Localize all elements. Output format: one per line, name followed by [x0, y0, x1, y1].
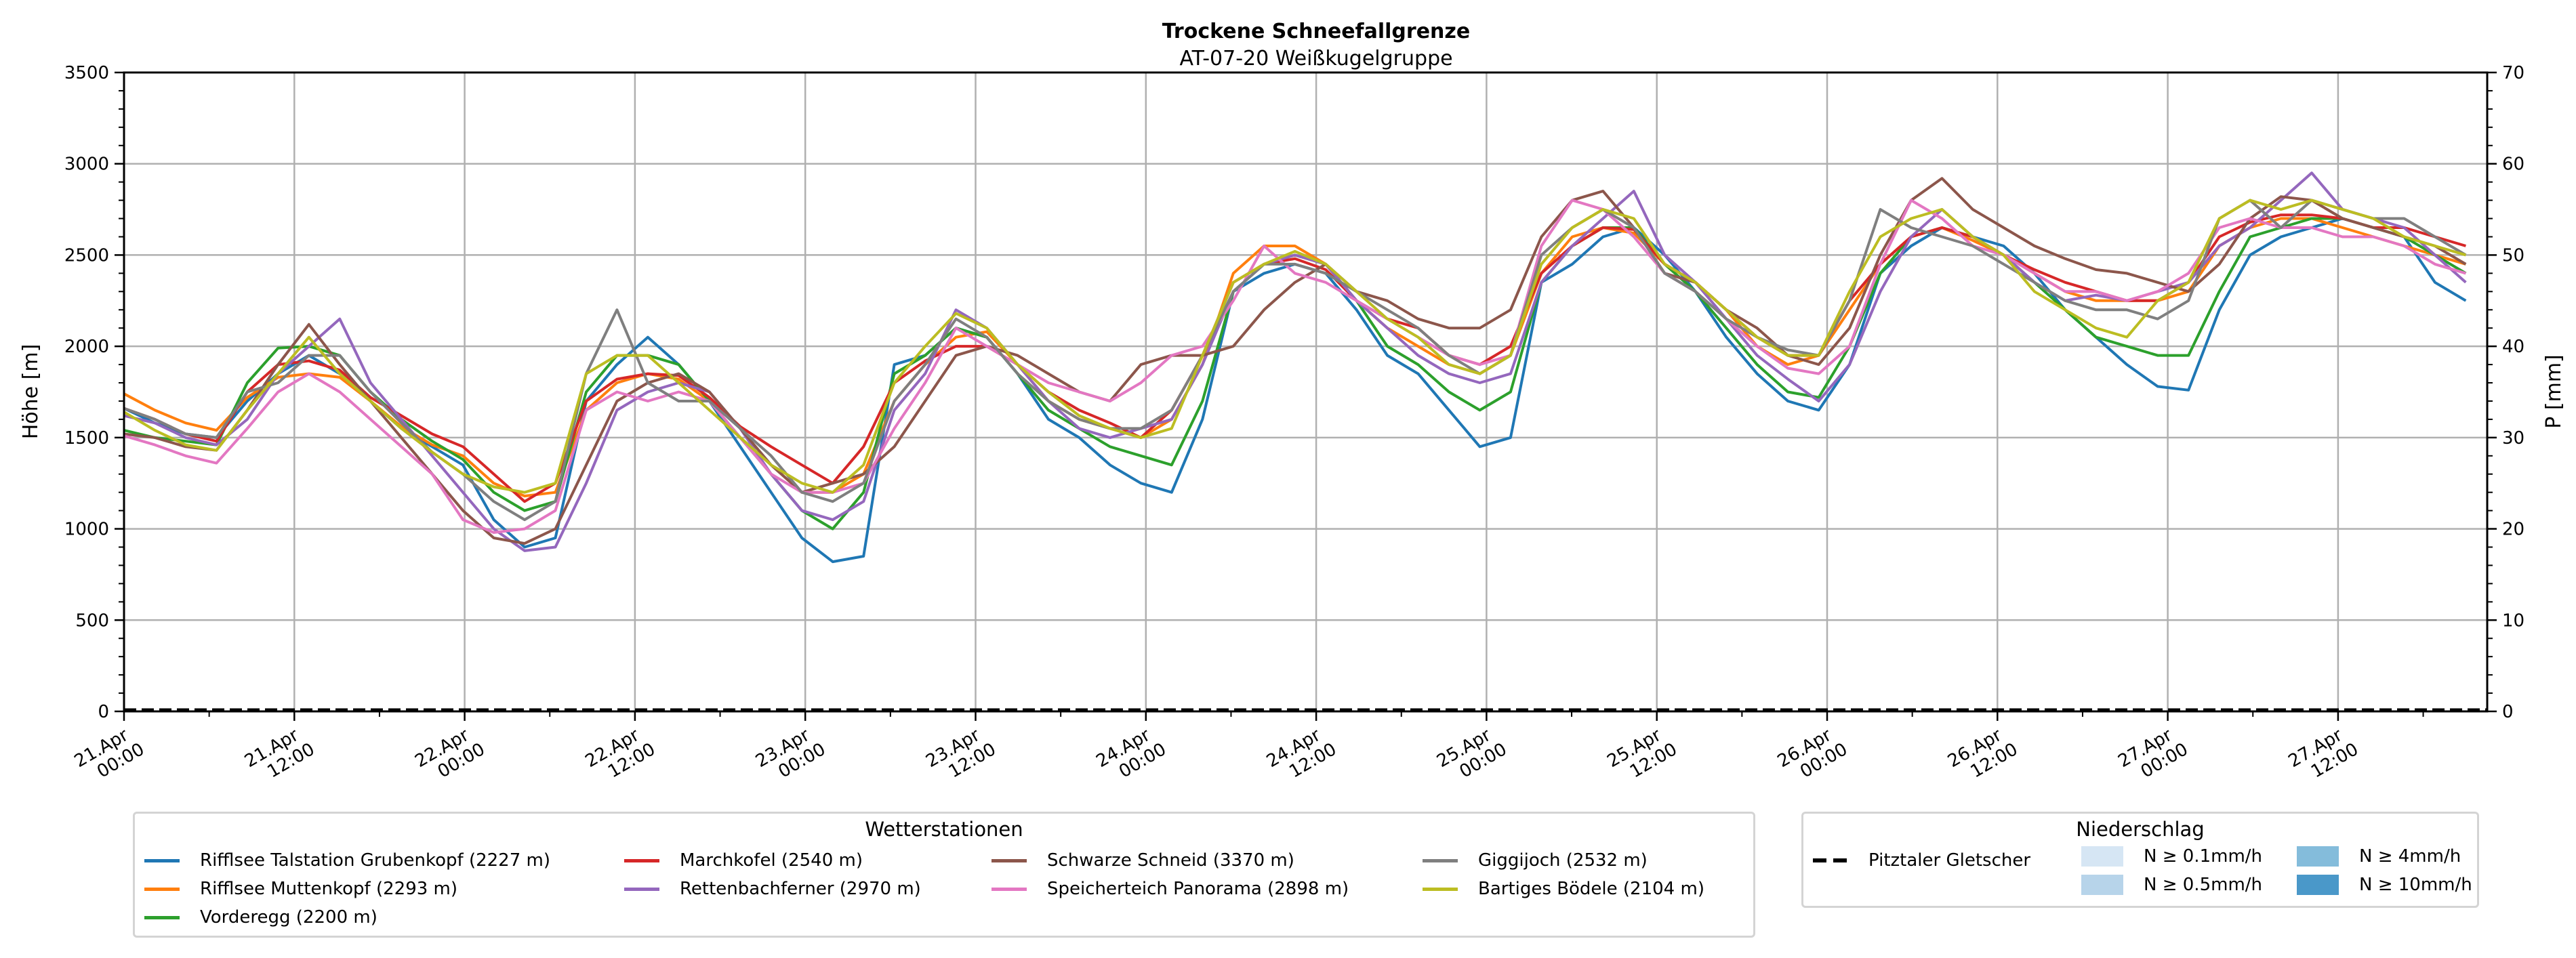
- series-line-7: [123, 199, 2466, 534]
- y-axis-label-left: Höhe [m]: [19, 344, 43, 440]
- y-tick-label-left: 1000: [64, 520, 109, 540]
- legend-label: N ≥ 4mm/h: [2359, 846, 2461, 867]
- legend-item-station: Bartiges Bödele (2104 m): [1423, 879, 1704, 899]
- legend-swatch: [624, 887, 659, 891]
- legend-patch: [2081, 846, 2123, 867]
- legend-item-station: Rifflsee Talstation Grubenkopf (2227 m): [144, 850, 550, 871]
- legend-label: N ≥ 0.5mm/h: [2144, 875, 2263, 895]
- dashed-line-swatch: [1813, 858, 1848, 862]
- series-line-1: [123, 217, 2467, 564]
- legend-swatch: [1423, 887, 1458, 891]
- axes: 0 0 500 10 1000 20 1500 30 2000 40 2500 50 3000 60 350…: [64, 63, 2524, 783]
- plot-frame: [123, 71, 2489, 713]
- y-tick-label-right: 70: [2502, 63, 2524, 83]
- series-line-5: [123, 171, 2467, 552]
- y-tick-label-left: 3000: [64, 154, 109, 175]
- legend-item-station: Giggijoch (2532 m): [1423, 850, 1648, 871]
- legend-swatch: [144, 887, 180, 891]
- y-tick-label-left: 500: [75, 610, 109, 631]
- series-line-6: [123, 177, 2467, 545]
- legend-swatch: [991, 887, 1027, 891]
- precipitation-legend: Niederschlag Pitztaler Gletscher N ≥ 0.1…: [1801, 812, 2479, 908]
- legend-item-station: Vorderegg (2200 m): [144, 907, 377, 928]
- grid: [124, 71, 2487, 713]
- series-line-9: [123, 199, 2466, 494]
- legend-label: Giggijoch (2532 m): [1478, 850, 1648, 871]
- legend-item-precip: N ≥ 0.1mm/h: [2081, 846, 2262, 867]
- legend-swatch: [144, 915, 180, 919]
- chart-subtitle: AT-07-20 Weißkugelgruppe: [1179, 47, 1452, 70]
- stations-legend: Wetterstationen Rifflsee Talstation Grub…: [133, 812, 1755, 938]
- y-tick-label-right: 20: [2502, 520, 2524, 540]
- legend-swatch: [624, 858, 659, 862]
- y-axis-label-right: P [mm]: [2542, 354, 2566, 428]
- legend-label: N ≥ 0.1mm/h: [2144, 846, 2263, 867]
- y-tick-label-left: 2500: [64, 245, 109, 266]
- precipitation-legend-title: Niederschlag: [2076, 818, 2205, 841]
- legend-item-station: Speicherteich Panorama (2898 m): [991, 879, 1349, 899]
- legend-label: Vorderegg (2200 m): [200, 907, 377, 928]
- series-line-2: [123, 217, 2466, 498]
- legend-label: Speicherteich Panorama (2898 m): [1047, 879, 1349, 899]
- legend-label: Marchkofel (2540 m): [680, 850, 863, 871]
- y-tick-label-left: 3500: [64, 63, 109, 83]
- series-line-4: [123, 213, 2466, 503]
- y-tick-label-right: 0: [2502, 702, 2514, 722]
- y-tick-label-right: 40: [2502, 337, 2524, 357]
- legend-swatch: [144, 858, 180, 862]
- legend-patch: [2297, 875, 2339, 895]
- legend-patch: [2081, 875, 2123, 895]
- legend-label: Schwarze Schneid (3370 m): [1047, 850, 1294, 871]
- legend-item-precip: N ≥ 4mm/h: [2297, 846, 2461, 867]
- y-tick-label-right: 50: [2502, 245, 2524, 266]
- legend-swatch: [991, 858, 1027, 862]
- series-layer: [123, 171, 2467, 564]
- y-tick-label-left: 0: [98, 702, 109, 722]
- legend-item-station: Marchkofel (2540 m): [624, 850, 863, 871]
- y-tick-label-right: 10: [2502, 610, 2524, 631]
- legend-item-precip: N ≥ 10mm/h: [2297, 875, 2472, 895]
- legend-label: Rifflsee Talstation Grubenkopf (2227 m): [200, 850, 551, 871]
- legend-item-precip: N ≥ 0.5mm/h: [2081, 875, 2262, 895]
- legend-swatch: [1423, 858, 1458, 862]
- legend-label: Rettenbachferner (2970 m): [680, 879, 921, 899]
- legend-label: Rifflsee Muttenkopf (2293 m): [200, 879, 458, 899]
- legend-label: Bartiges Bödele (2104 m): [1478, 879, 1704, 899]
- y-tick-label-left: 2000: [64, 337, 109, 357]
- legend-label: N ≥ 10mm/h: [2359, 875, 2472, 895]
- stations-legend-title: Wetterstationen: [865, 818, 1023, 841]
- series-line-8: [123, 199, 2467, 522]
- legend-item-station: Rifflsee Muttenkopf (2293 m): [144, 879, 457, 899]
- legend-item-station: Rettenbachferner (2970 m): [624, 879, 921, 899]
- legend-item-station: Schwarze Schneid (3370 m): [991, 850, 1294, 871]
- y-tick-label-left: 1500: [64, 428, 109, 449]
- legend-patch: [2297, 846, 2339, 867]
- y-tick-label-right: 60: [2502, 154, 2524, 175]
- chart-title: Trockene Schneefallgrenze: [1162, 20, 1470, 43]
- y-tick-label-right: 30: [2502, 428, 2524, 449]
- legend-label: Pitztaler Gletscher: [1868, 850, 2031, 871]
- legend-item-pitztaler-gletscher: Pitztaler Gletscher: [1813, 850, 2030, 871]
